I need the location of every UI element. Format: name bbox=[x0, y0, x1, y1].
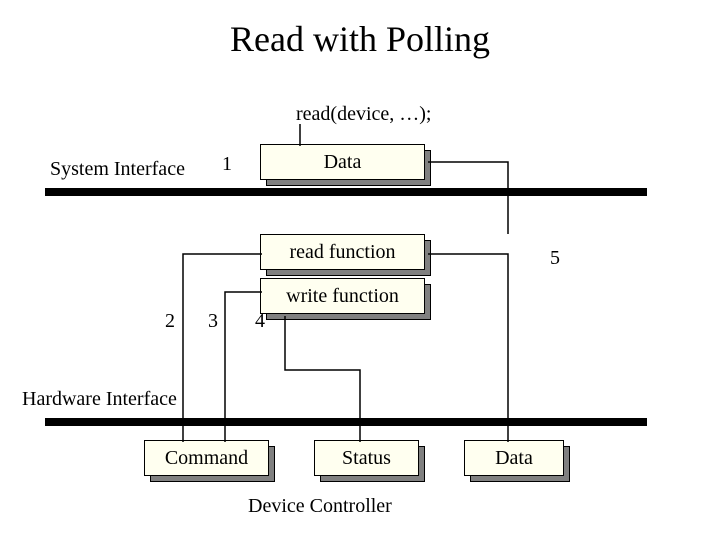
diagram-stage: Read with Polling Data read function wri… bbox=[0, 0, 720, 540]
box-label: Command bbox=[144, 440, 269, 476]
box-label: read function bbox=[260, 234, 425, 270]
box-label: Status bbox=[314, 440, 419, 476]
box-label: Data bbox=[464, 440, 564, 476]
box-label: write function bbox=[260, 278, 425, 314]
box-label: Data bbox=[260, 144, 425, 180]
